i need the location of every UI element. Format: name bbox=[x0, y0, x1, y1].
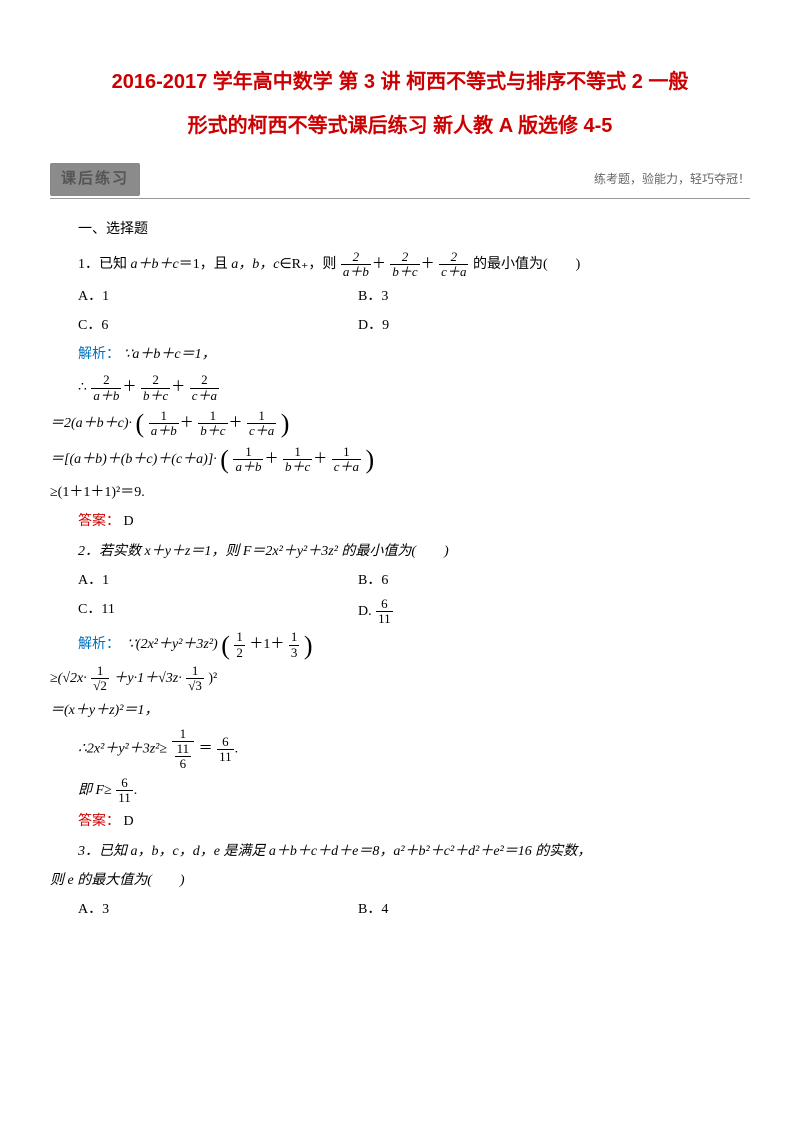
q1-step2: ＝2(a＋b＋c)· ( 1a＋b＋ 1b＋c＋ 1c＋a ) bbox=[50, 409, 750, 439]
q2-opts-row1: A．1 B．6 bbox=[78, 568, 750, 593]
q2-step4: 即 F≥ 611. bbox=[78, 776, 750, 806]
section-label: 课后练习 bbox=[50, 163, 140, 196]
content: 一、选择题 1．已知 a＋b＋c＝1，且 a，b，c∈R₊，则 2a＋b＋ 2b… bbox=[50, 217, 750, 922]
section-heading: 一、选择题 bbox=[78, 217, 750, 242]
q1-step1: ∴ 2a＋b＋ 2b＋c＋ 2c＋a bbox=[78, 373, 750, 403]
page-title: 2016-2017 学年高中数学 第 3 讲 柯西不等式与排序不等式 2 一般 … bbox=[50, 60, 750, 148]
q3-stem-line2: 则 e 的最大值为( ) bbox=[50, 868, 750, 893]
section-header: 课后练习 练考题，验能力，轻巧夺冠！ bbox=[50, 163, 750, 199]
q3-stem-line1: 3．已知 a，b，c，d，e 是满足 a＋b＋c＋d＋e＝8，a²＋b²＋c²＋… bbox=[78, 839, 750, 864]
q1-opts-row2: C．6 D．9 bbox=[78, 313, 750, 338]
q2-optC: C．11 bbox=[78, 597, 358, 627]
q1-step3: ＝[(a＋b)＋(b＋c)＋(c＋a)]· ( 1a＋b＋ 1b＋c＋ 1c＋a… bbox=[50, 445, 750, 475]
q2-step1: ≥(√2x· 1√2 ＋y·1＋√3z· 1√3 )² bbox=[50, 664, 750, 694]
q2-opts-row2: C．11 D. 611 bbox=[78, 597, 750, 627]
q2-optA: A．1 bbox=[78, 568, 358, 593]
q3-optA: A．3 bbox=[78, 897, 358, 922]
q3-optB: B．4 bbox=[358, 897, 388, 922]
q1-stem: 1．已知 a＋b＋c＝1，且 a，b，c∈R₊，则 2a＋b＋ 2b＋c＋ 2c… bbox=[78, 250, 750, 280]
q1-optB: B．3 bbox=[358, 284, 388, 309]
q2-answer: 答案： D bbox=[78, 809, 750, 834]
q1-analysis: 解析： ∵a＋b＋c＝1， bbox=[78, 342, 750, 367]
q2-analysis: 解析： ∵(2x²＋y²＋3z²) ( 12 ＋1＋ 13 ) bbox=[78, 630, 750, 660]
q1-opts-row1: A．1 B．3 bbox=[78, 284, 750, 309]
q2-optD: D. 611 bbox=[358, 597, 394, 627]
q2-step2: ＝(x＋y＋z)²＝1， bbox=[50, 698, 750, 723]
q1-step4: ≥(1＋1＋1)²＝9. bbox=[50, 480, 750, 505]
q2-stem: 2．若实数 x＋y＋z＝1，则 F＝2x²＋y²＋3z² 的最小值为( ) bbox=[78, 539, 750, 564]
q2-step3: ∴2x²＋y²＋3z²≥ 1116 ＝ 611. bbox=[78, 727, 750, 772]
q3-opts: A．3 B．4 bbox=[78, 897, 750, 922]
q1-optA: A．1 bbox=[78, 284, 358, 309]
q1-optD: D．9 bbox=[358, 313, 389, 338]
q1-optC: C．6 bbox=[78, 313, 358, 338]
q1-answer: 答案： D bbox=[78, 509, 750, 534]
q2-optB: B．6 bbox=[358, 568, 388, 593]
section-tagline: 练考题，验能力，轻巧夺冠！ bbox=[594, 169, 750, 191]
